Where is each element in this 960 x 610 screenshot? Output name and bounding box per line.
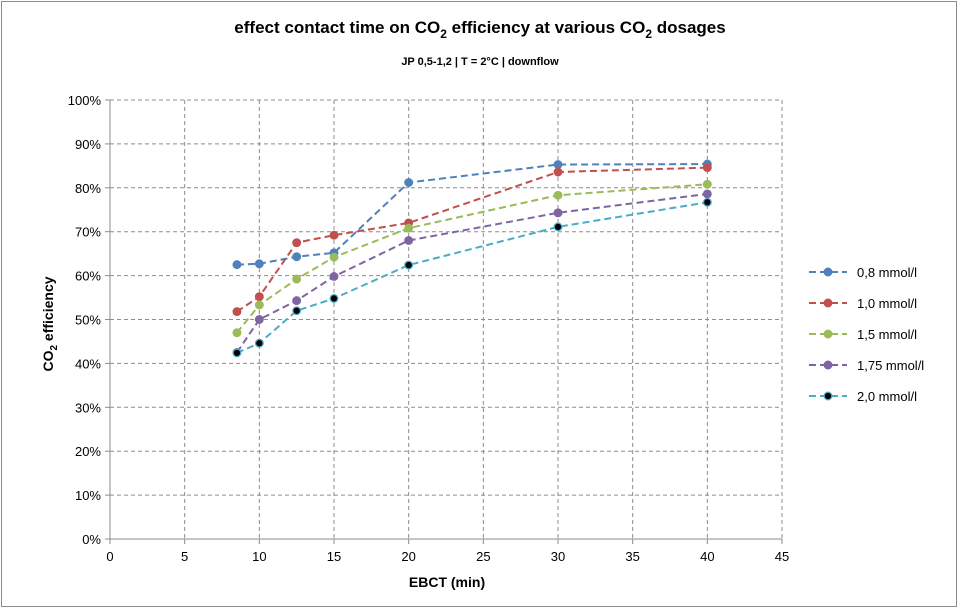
legend-swatch-marker — [823, 267, 833, 277]
legend-label: 1,5 mmol/l — [857, 327, 917, 342]
data-point — [404, 223, 414, 233]
data-point — [254, 315, 264, 324]
data-point — [553, 190, 563, 200]
x-tick-label: 25 — [476, 549, 490, 564]
data-point — [232, 307, 242, 317]
x-tick-label: 35 — [625, 549, 639, 564]
x-tick-label: 15 — [327, 549, 341, 564]
y-tick-label: 0% — [82, 532, 101, 547]
data-point — [329, 272, 339, 281]
y-tick-label: 50% — [75, 313, 101, 328]
y-tick-label: 10% — [75, 488, 101, 503]
legend-label: 0,8 mmol/l — [857, 265, 917, 280]
data-point — [553, 222, 563, 232]
gridlines — [109, 99, 783, 540]
series-4 — [232, 197, 712, 358]
y-tick-label: 100% — [68, 93, 102, 108]
y-tick-label: 30% — [75, 400, 101, 415]
y-tick-label: 90% — [75, 137, 101, 152]
data-point — [254, 338, 264, 348]
data-point — [254, 259, 264, 269]
x-tick-label: 45 — [775, 549, 789, 564]
data-point — [404, 178, 414, 187]
legend-swatch-marker — [823, 298, 833, 308]
data-point — [329, 252, 339, 262]
x-tick-label: 30 — [551, 549, 565, 564]
x-tick-label: 5 — [181, 549, 188, 564]
data-point — [404, 236, 414, 245]
data-point — [553, 208, 563, 218]
chart-title: effect contact time on CO2 efficiency at… — [234, 18, 725, 41]
legend-label: 1,75 mmol/l — [857, 358, 924, 373]
series-line — [236, 183, 708, 334]
data-point — [553, 160, 563, 169]
data-point — [232, 348, 242, 358]
y-axis-ticks: 0% 10% 20% 30% 40% 50% 60% 70% 80% 90% 100% — [68, 93, 110, 547]
legend-label: 2,0 mmol/l — [857, 389, 917, 404]
data-point — [292, 306, 302, 316]
data-point — [702, 197, 712, 207]
x-axis-ticks: 0 5 10 15 20 25 30 35 40 45 — [106, 539, 789, 564]
legend-swatch-marker — [823, 329, 833, 339]
x-tick-label: 10 — [252, 549, 266, 564]
y-axis-title: CO2 efficiency — [40, 276, 60, 371]
x-tick-label: 20 — [401, 549, 415, 564]
legend-item: 0,8 mmol/l — [809, 265, 917, 280]
data-point — [254, 292, 264, 302]
chart-subtitle: JP 0,5-1,2 | T = 2°C | downflow — [401, 56, 559, 68]
data-point — [329, 230, 339, 240]
legend-swatch-marker — [823, 391, 833, 401]
y-tick-label: 80% — [75, 181, 101, 196]
series-group — [232, 159, 712, 358]
data-point — [404, 260, 414, 270]
data-point — [553, 167, 563, 177]
data-point — [292, 252, 302, 262]
legend-swatch-marker — [823, 360, 833, 370]
legend: 0,8 mmol/l 1,0 mmol/l 1,5 mmol/l 1,75 mmol/… — [809, 265, 924, 404]
data-point — [702, 189, 712, 199]
series-2 — [232, 179, 712, 338]
data-point — [232, 328, 242, 338]
data-point — [329, 293, 339, 303]
x-tick-label: 0 — [106, 549, 113, 564]
legend-item: 2,0 mmol/l — [809, 389, 917, 404]
series-line — [236, 201, 708, 354]
y-tick-label: 20% — [75, 444, 101, 459]
data-point — [292, 296, 302, 306]
legend-item: 1,5 mmol/l — [809, 327, 917, 342]
x-tick-label: 40 — [700, 549, 714, 564]
y-tick-label: 40% — [75, 356, 101, 371]
legend-item: 1,75 mmol/l — [809, 358, 924, 373]
y-tick-label: 70% — [75, 225, 101, 240]
data-point — [292, 274, 302, 284]
y-tick-label: 60% — [75, 269, 101, 284]
data-point — [702, 163, 712, 173]
data-point — [292, 238, 302, 248]
x-axis-title: EBCT (min) — [409, 574, 485, 590]
legend-item: 1,0 mmol/l — [809, 296, 917, 311]
series-1 — [232, 163, 712, 317]
data-point — [232, 260, 242, 270]
data-point — [702, 179, 712, 189]
legend-label: 1,0 mmol/l — [857, 296, 917, 311]
series-line — [236, 166, 708, 313]
data-point — [254, 300, 264, 310]
